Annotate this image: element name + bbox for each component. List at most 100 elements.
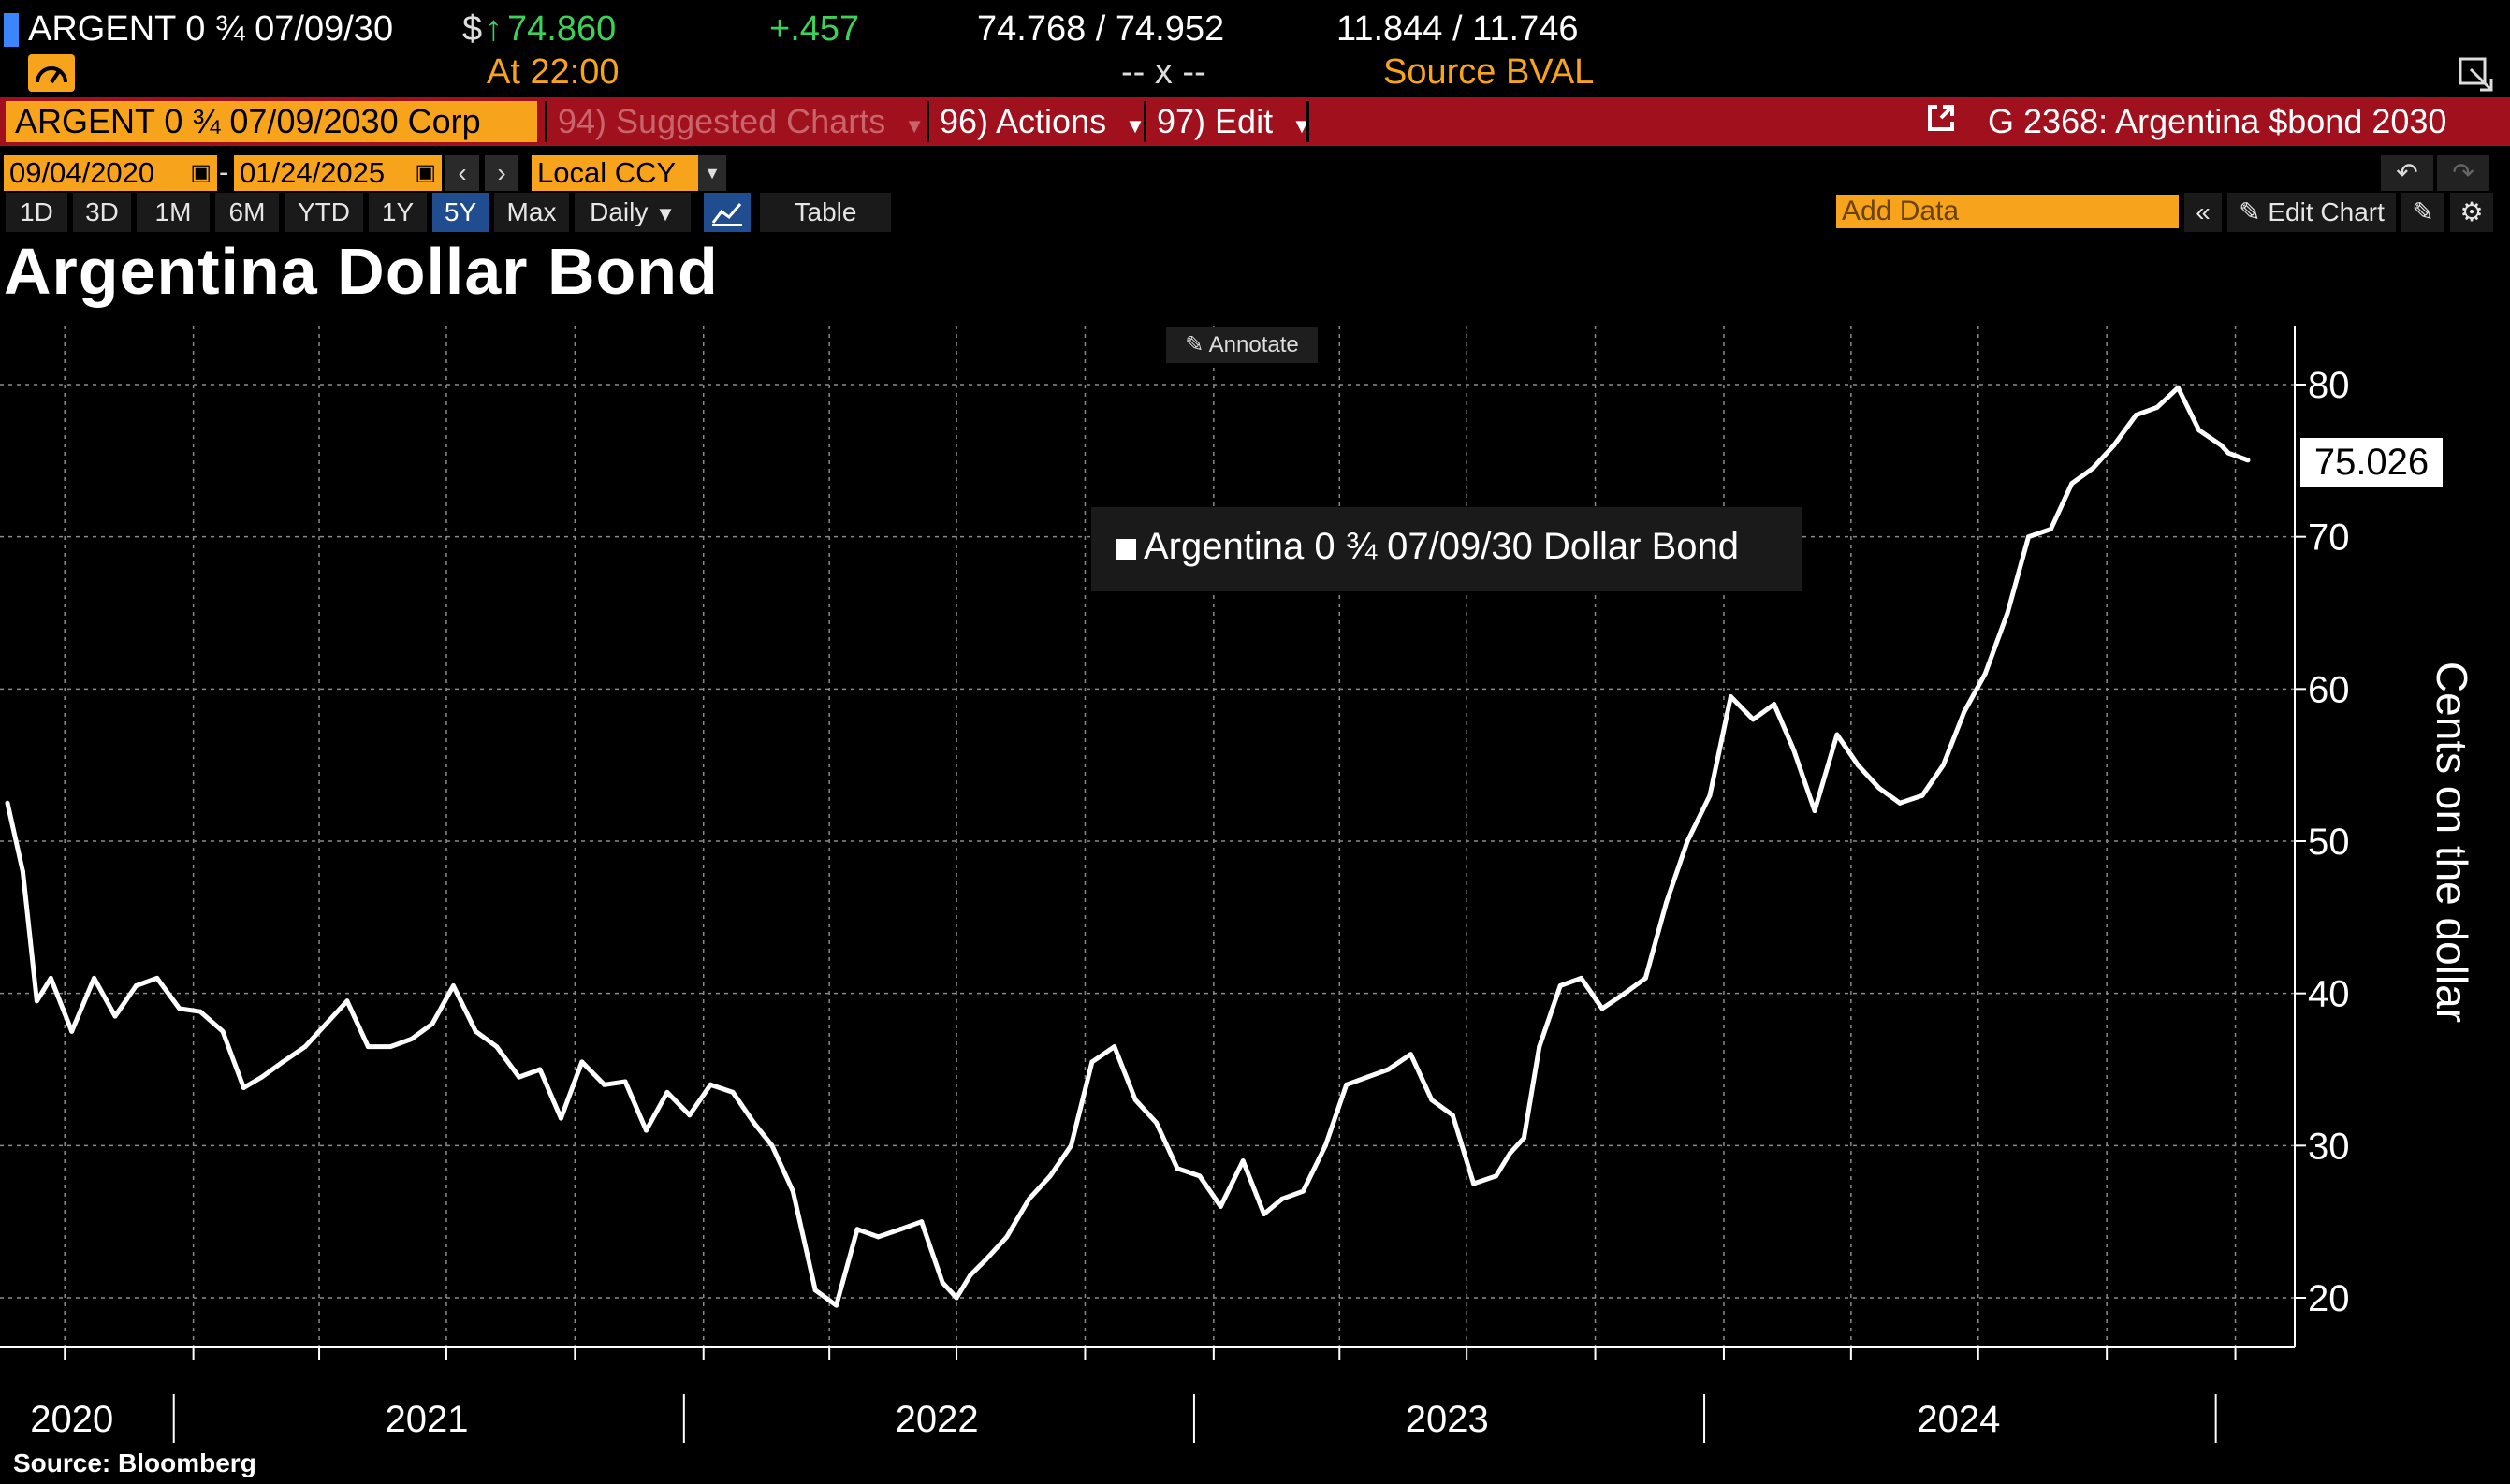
table-button[interactable]: Table: [760, 193, 891, 232]
period-button-5y[interactable]: 5Y: [432, 193, 489, 232]
data-point: [1791, 747, 1797, 752]
suggested-charts-menu[interactable]: 94) Suggested Charts ▼: [558, 97, 925, 146]
data-point: [1175, 1166, 1180, 1171]
data-point: [1471, 1181, 1477, 1186]
pricing-source: Source BVAL: [1383, 52, 1595, 92]
period-button-1y[interactable]: 1Y: [369, 193, 427, 232]
data-point: [92, 975, 97, 981]
undo-icon[interactable]: ↶: [2381, 155, 2433, 191]
data-point: [1300, 1188, 1306, 1194]
edit-chart-button[interactable]: ✎ Edit Chart: [2227, 193, 2396, 232]
line-chart-icon[interactable]: [704, 193, 751, 232]
redo-icon[interactable]: ↷: [2437, 155, 2489, 191]
period-button-ytd[interactable]: YTD: [285, 193, 363, 232]
period-button-6m[interactable]: 6M: [215, 193, 279, 232]
data-point: [409, 1037, 415, 1041]
data-point: [324, 1021, 328, 1026]
period-button-1d[interactable]: 1D: [6, 193, 67, 232]
y-tick-label: 80: [2308, 365, 2350, 406]
data-point: [34, 998, 39, 1004]
data-point: [259, 1074, 265, 1080]
bid-ask: 74.768 / 74.952: [977, 9, 1225, 49]
x-tick-label: 2023: [1406, 1399, 1489, 1440]
data-point: [2090, 466, 2095, 471]
start-date-field[interactable]: 09/04/2020 ▣: [4, 155, 217, 191]
data-point: [197, 1009, 203, 1014]
add-data-input[interactable]: Add Data: [1836, 195, 2179, 228]
data-point: [5, 800, 10, 806]
data-point: [473, 1028, 478, 1034]
data-point: [537, 1067, 543, 1072]
edit-menu[interactable]: 97) Edit ▼: [1157, 97, 1312, 146]
data-point: [2154, 404, 2160, 410]
actions-label: 96) Actions: [940, 102, 1107, 140]
chart-legend[interactable]: Argentina 0 ¾ 07/09/30 Dollar Bond: [1091, 507, 1802, 591]
data-point: [1154, 1120, 1160, 1126]
data-point: [1408, 1052, 1413, 1057]
chevron-down-icon: ▼: [698, 155, 726, 191]
expand-icon[interactable]: [2458, 56, 2495, 94]
data-point: [1707, 793, 1713, 798]
currency-select[interactable]: Local CCY ▼: [532, 155, 726, 191]
data-point: [517, 1074, 522, 1080]
annotate-button[interactable]: ✎ Annotate: [1166, 327, 1318, 363]
y-tick-label: 60: [2308, 669, 2350, 710]
calendar-icon[interactable]: ▣: [190, 160, 212, 185]
data-point: [1047, 1173, 1053, 1179]
security-field[interactable]: ARGENT 0 ¾ 07/09/2030 Corp: [6, 101, 537, 142]
data-point: [1622, 991, 1627, 997]
data-point: [2005, 610, 2010, 616]
gear-icon[interactable]: ⚙: [2450, 193, 2493, 232]
data-point: [1537, 1044, 1542, 1050]
chevron-down-icon: ▼: [1125, 114, 1146, 138]
data-point: [344, 998, 350, 1004]
gauge-icon[interactable]: [28, 54, 75, 92]
frequency-select[interactable]: Daily ▼: [575, 193, 691, 232]
data-point: [834, 1302, 839, 1308]
chart-edit-icon[interactable]: ✎: [2401, 193, 2444, 232]
calendar-icon[interactable]: ▣: [415, 160, 436, 185]
data-point: [687, 1113, 693, 1118]
data-point: [1197, 1173, 1203, 1179]
chart-reference-link[interactable]: G 2368: Argentina $bond 2030: [1924, 97, 2446, 146]
frequency-value: Daily: [590, 197, 649, 226]
currency-value: Local CCY: [537, 156, 677, 189]
data-point: [1897, 800, 1903, 806]
data-point: [1279, 1196, 1285, 1201]
toolbar-separator: [1306, 101, 1309, 142]
quote-row-2: At 22:00 -- x -- Source BVAL: [0, 52, 2510, 95]
quote-size: -- x --: [1121, 52, 1206, 92]
quote-row: ARGENT 0 ¾ 07/09/30 $ ↑ 74.860 +.457 74.…: [0, 7, 2510, 52]
data-point: [1521, 1135, 1526, 1141]
double-chevron-left-icon[interactable]: «: [2184, 193, 2222, 232]
chevron-left-icon[interactable]: ‹: [445, 155, 479, 191]
data-point: [919, 1219, 925, 1225]
y-tick-label: 40: [2308, 974, 2350, 1015]
data-point: [769, 1142, 775, 1148]
end-date-field[interactable]: 01/24/2025 ▣: [234, 155, 442, 191]
function-toolbar: ARGENT 0 ¾ 07/09/2030 Corp 94) Suggested…: [0, 97, 2510, 146]
data-point: [622, 1079, 628, 1084]
pencil-icon: ✎: [1185, 332, 1204, 357]
data-point: [1855, 763, 1861, 768]
suggested-charts-label: 94) Suggested Charts: [558, 102, 886, 140]
data-point: [1557, 983, 1563, 988]
data-point: [875, 1234, 881, 1240]
data-point: [954, 1295, 959, 1301]
data-point: [812, 1288, 818, 1293]
edit-chart-label: Edit Chart: [2268, 197, 2385, 226]
chart-title: Argentina Dollar Bond: [4, 235, 719, 308]
y-tick-label: 50: [2308, 822, 2350, 863]
quote-time: At 22:00: [487, 52, 620, 92]
y-axis-label-text: Cents on the dollar: [2428, 661, 2476, 1024]
data-point: [2175, 385, 2181, 390]
data-point: [1069, 1142, 1073, 1148]
chevron-right-icon[interactable]: ›: [485, 155, 518, 191]
data-point: [1450, 1113, 1455, 1118]
actions-menu[interactable]: 96) Actions ▼: [940, 97, 1146, 146]
period-button-max[interactable]: Max: [494, 193, 569, 232]
period-button-1m[interactable]: 1M: [137, 193, 210, 232]
data-point: [708, 1082, 713, 1087]
period-button-3d[interactable]: 3D: [73, 193, 131, 232]
start-date-value: 09/04/2020: [9, 156, 155, 189]
